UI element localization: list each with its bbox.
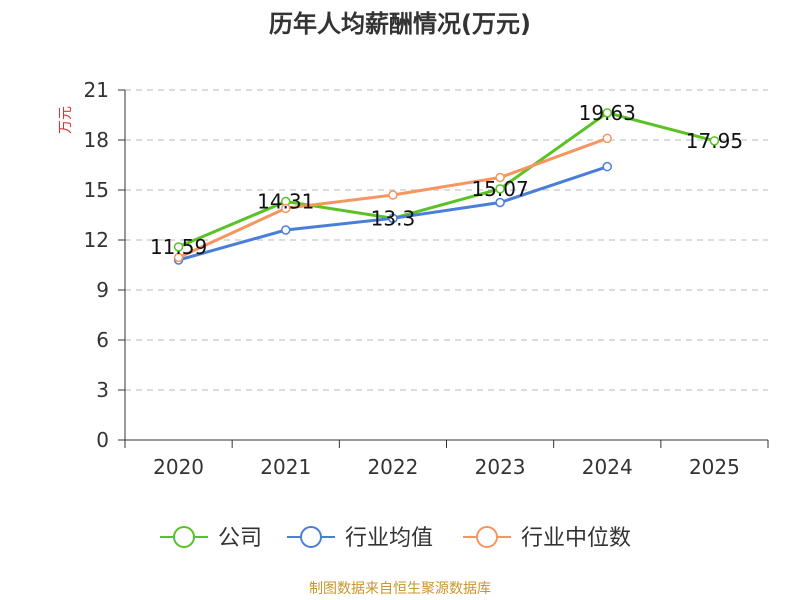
y-tick-label: 12 [84,228,109,252]
x-tick-label: 2025 [689,455,740,479]
data-label: 15.07 [471,177,528,201]
y-axis-title: 万元 [58,106,74,134]
legend-label: 行业均值 [345,526,433,551]
legend-label: 公司 [218,526,262,551]
legend-marker [300,526,322,548]
chart-title: 历年人均薪酬情况(万元) [269,10,531,38]
data-point [495,184,505,194]
y-tick-label: 21 [84,78,109,102]
y-tick-label: 15 [84,178,109,202]
data-point [281,225,291,235]
data-point [388,190,398,200]
data-point [495,172,505,183]
x-tick-label: 2023 [475,455,526,479]
data-label: 19.63 [579,101,636,125]
data-point [495,197,505,208]
source-note: 制图数据来自恒生聚源数据库 [309,581,491,597]
legend-marker [476,526,498,548]
data-point [602,161,612,172]
legend-label: 行业中位数 [521,526,631,551]
data-point [388,213,398,224]
data-point [173,252,184,263]
data-label: 17.95 [686,129,743,153]
data-label: 11.59 [150,235,207,259]
data-point [281,203,291,214]
series-line-0 [178,111,715,249]
data-point [602,133,612,144]
x-tick-label: 2024 [582,455,633,479]
y-tick-label: 0 [96,428,109,452]
legend-marker [173,526,195,548]
data-label: 14.31 [257,190,314,214]
data-label: 13.3 [371,206,416,230]
x-tick-label: 2021 [260,455,311,479]
x-tick-label: 2022 [367,455,418,479]
y-tick-label: 9 [96,278,109,302]
data-point [709,136,720,146]
y-tick-label: 3 [96,378,109,402]
y-tick-label: 18 [84,128,109,152]
y-tick-label: 6 [96,328,109,352]
data-point [173,242,184,252]
x-tick-label: 2020 [153,455,204,479]
data-point [602,108,612,118]
